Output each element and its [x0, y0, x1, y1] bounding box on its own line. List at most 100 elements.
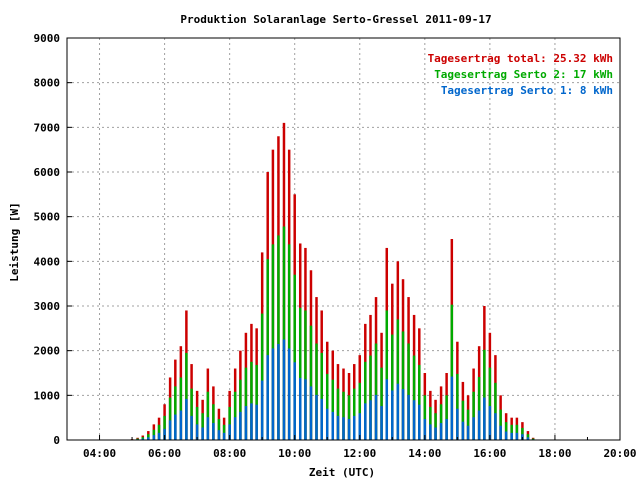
bar-serto-2 [222, 424, 226, 440]
bar-serto-2 [391, 334, 394, 440]
bar-serto-1 [212, 423, 215, 440]
y-tick-label: 2000 [34, 345, 61, 358]
bar-serto-1 [423, 419, 427, 440]
bar-serto-1 [271, 348, 275, 440]
bar-serto-1 [510, 432, 513, 440]
bar-serto-1 [391, 390, 394, 440]
bar-serto-2 [250, 361, 253, 440]
bar-serto-1 [201, 427, 204, 440]
bar-serto-1 [266, 355, 269, 440]
bar-serto-1 [364, 403, 367, 440]
bar-serto-1 [152, 435, 156, 440]
y-axis-ticks: 0 1000 2000 3000 4000 5000 6000 7000 8000 9000 [34, 32, 72, 447]
bar-serto-1 [174, 414, 177, 440]
plot-frame [66, 37, 621, 441]
bar-serto-1 [385, 379, 389, 440]
bar-serto-2 [347, 395, 351, 440]
bar-serto-2 [309, 325, 313, 440]
bar-serto-2 [239, 379, 242, 440]
y-tick-label: 5000 [34, 211, 61, 224]
bar-serto-2 [325, 373, 329, 440]
bar-serto-1 [456, 408, 459, 440]
chart-title: Produktion Solaranlage Serto-Gressel 201… [180, 13, 491, 26]
bar-serto-2 [466, 409, 470, 440]
bar-serto-2 [168, 397, 172, 440]
bar-serto-1 [488, 406, 492, 440]
bar-serto-1 [157, 432, 161, 440]
bar-serto-1 [147, 437, 150, 440]
bar-serto-2 [380, 367, 383, 440]
bar-serto-2 [331, 379, 335, 440]
y-tick-label: 3000 [34, 300, 61, 313]
bar-serto-1 [396, 383, 400, 440]
bar-serto-2 [315, 343, 318, 440]
bar-serto-1 [380, 406, 383, 440]
bar-serto-1 [304, 379, 307, 440]
bar-serto-1 [309, 386, 313, 440]
bar-serto-1 [401, 389, 405, 440]
bar-serto-1 [483, 397, 486, 440]
bar-serto-1 [369, 400, 372, 440]
bar-serto-1 [466, 425, 470, 440]
bar-serto-1 [358, 413, 362, 440]
bar-serto-2 [157, 424, 161, 440]
y-tick-label: 4000 [34, 255, 61, 268]
bar-serto-2 [282, 226, 286, 440]
bar-serto-1 [255, 404, 258, 440]
bar-serto-2 [494, 382, 497, 440]
bar-serto-2 [423, 395, 427, 440]
bar-serto-1 [179, 410, 183, 440]
bar-serto-2 [396, 319, 400, 440]
data-bars [130, 122, 535, 441]
bar-serto-1 [320, 398, 323, 440]
bar-serto-2 [456, 373, 459, 440]
bar-serto-2 [190, 388, 193, 440]
y-axis-label: Leistung [W] [8, 202, 21, 281]
bar-serto-1 [342, 417, 345, 440]
bar-serto-2 [531, 438, 535, 440]
x-tick-label: 04:00 [83, 447, 116, 460]
x-tick-label: 12:00 [343, 447, 376, 460]
bar-serto-2 [206, 391, 210, 440]
bar-serto-1 [282, 339, 286, 440]
bar-serto-2 [510, 424, 513, 440]
bar-serto-2 [271, 244, 275, 440]
bar-serto-1 [163, 428, 166, 440]
bar-serto-2 [163, 415, 166, 440]
bar-serto-2 [217, 419, 221, 440]
bar-serto-2 [293, 274, 296, 440]
bar-serto-2 [336, 388, 340, 440]
bar-serto-2 [374, 343, 378, 440]
bar-serto-1 [504, 431, 508, 440]
bar-serto-1 [494, 413, 497, 440]
bar-serto-2 [504, 422, 508, 440]
bar-serto-1 [325, 408, 329, 440]
bar-serto-1 [407, 394, 410, 440]
bar-serto-1 [352, 415, 356, 440]
bar-serto-2 [255, 364, 258, 440]
bar-serto-2 [260, 313, 264, 440]
bar-serto-2 [521, 427, 524, 440]
bar-serto-1 [526, 437, 530, 440]
bar-serto-2 [201, 413, 204, 440]
bar-serto-2 [412, 355, 416, 440]
bar-serto-2 [352, 388, 356, 440]
bar-serto-2 [185, 352, 188, 440]
y-tick-label: 6000 [34, 166, 61, 179]
bar-serto-2 [418, 364, 421, 440]
bar-serto-1 [434, 427, 437, 440]
bar-serto-1 [439, 423, 443, 440]
bar-serto-2 [369, 355, 372, 440]
bar-serto-2 [179, 377, 183, 440]
bar-serto-2 [152, 429, 156, 440]
bar-serto-1 [195, 424, 199, 440]
bar-serto-2 [266, 259, 269, 440]
bar-serto-2 [499, 409, 502, 440]
bar-serto-2 [287, 244, 291, 440]
bar-serto-1 [260, 380, 264, 440]
bar-serto-2 [174, 386, 177, 440]
bar-serto-2 [488, 367, 492, 440]
x-tick-label: 20:00 [603, 447, 636, 460]
bar-serto-1 [222, 432, 226, 440]
